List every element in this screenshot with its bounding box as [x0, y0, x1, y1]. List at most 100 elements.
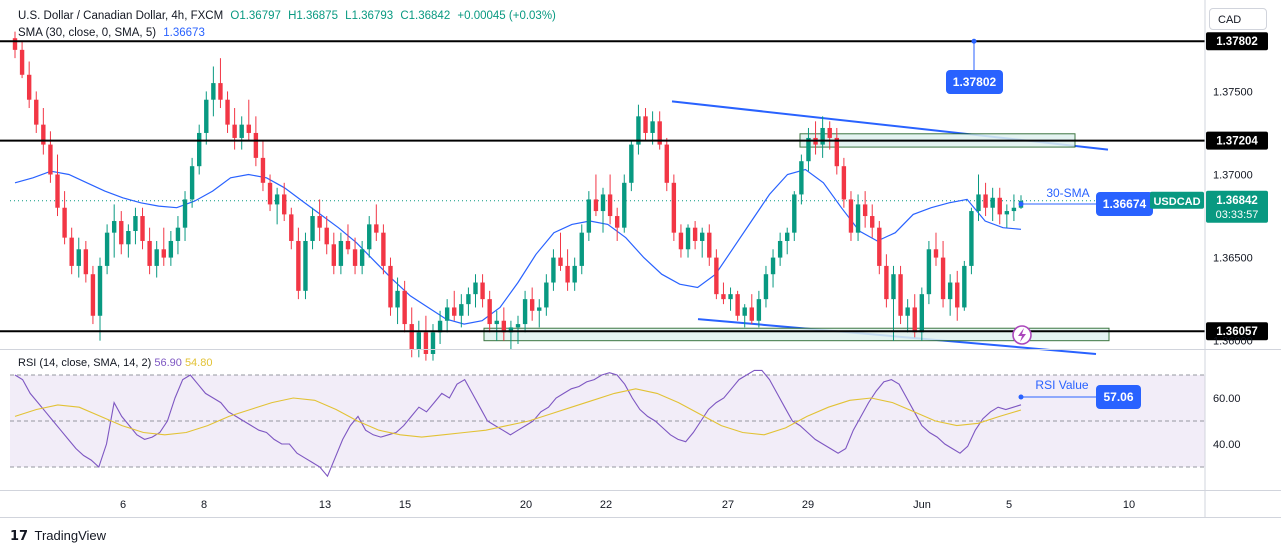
axis-layer: 1.37500 1.37000 1.36500 1.36000 6 8 13 15 20 22 27… — [0, 0, 1281, 518]
candle-body — [997, 197, 1002, 215]
low-value: L1.36793 — [345, 10, 394, 22]
sma-anchor-dot — [1018, 201, 1024, 207]
candle-body — [501, 320, 507, 333]
close-value: C1.36842 — [400, 10, 451, 22]
candle-body — [104, 232, 110, 266]
sma-legend[interactable]: SMA (30, close, 0, SMA, 5) 1.36673 — [18, 27, 209, 39]
sma-annotation-label: 30-SMA — [1046, 186, 1089, 200]
level-layer: 1.37802 1.37204 1.36057 — [0, 32, 1268, 341]
candle-body — [480, 282, 485, 300]
candle-body — [246, 124, 251, 133]
candle-body — [381, 232, 386, 266]
candle-body — [862, 204, 868, 217]
candle-body — [537, 307, 542, 311]
candle-body — [211, 83, 216, 100]
candle-body — [12, 38, 18, 50]
candle-body — [962, 265, 967, 308]
candle-body — [983, 194, 988, 208]
candle-body — [444, 307, 450, 321]
time-tick-label: 27 — [722, 499, 734, 511]
candle-body — [62, 207, 67, 238]
level-price-label: 1.36057 — [1216, 326, 1258, 338]
candle-body — [232, 124, 237, 138]
candle-body — [119, 221, 124, 245]
candle-body — [161, 249, 166, 258]
candle-body — [721, 294, 726, 300]
candle-body — [154, 249, 159, 266]
candle-body — [714, 257, 719, 295]
candle-body — [657, 121, 662, 145]
candle-body — [700, 232, 705, 241]
candle-body — [770, 257, 776, 275]
candle-body — [416, 332, 422, 349]
candle-body — [933, 249, 939, 258]
sma-legend-label: SMA (30, close, 0, SMA, 5) — [18, 27, 157, 39]
candle-body — [820, 127, 825, 145]
candle-body — [452, 307, 457, 316]
candle-body — [1004, 211, 1010, 215]
rsi-legend-value: 56.90 — [154, 357, 182, 369]
candle-body — [147, 240, 152, 266]
candle-body — [558, 257, 563, 266]
price-tick-label: 1.36000 — [1213, 336, 1253, 348]
candle-body — [494, 320, 499, 325]
candle-body — [579, 232, 584, 266]
candle-body — [225, 99, 230, 125]
level-price-label: 1.37204 — [1216, 136, 1258, 148]
candle-body — [593, 199, 599, 212]
candle-body — [352, 249, 358, 266]
candle-body — [48, 144, 53, 175]
candle-body — [296, 240, 301, 291]
candle-body — [76, 249, 81, 266]
candle-body — [749, 307, 754, 321]
time-tick-label: 8 — [201, 499, 207, 511]
candle-body — [834, 137, 839, 167]
level-price-label: 1.37802 — [1216, 36, 1258, 48]
symbol-tag — [1150, 191, 1204, 209]
candle-body — [905, 307, 910, 316]
rsi-legend[interactable]: RSI (14, close, SMA, 14, 2) 56.90 54.80 — [18, 357, 212, 369]
candle-body — [799, 161, 804, 195]
sma-legend-value: 1.36673 — [163, 27, 205, 39]
candle-body — [508, 327, 514, 333]
time-tick-label: Jun — [913, 499, 931, 511]
level-price-tag — [1206, 32, 1268, 51]
candle-body — [26, 74, 32, 100]
time-tick-label: 13 — [319, 499, 331, 511]
candle-body — [367, 224, 372, 250]
rsi-line — [14, 369, 1022, 478]
candle-body — [69, 237, 74, 266]
tradingview-footer[interactable]: 17 TradingView — [10, 528, 106, 544]
sma-layer — [14, 168, 1022, 325]
candle-body — [97, 265, 103, 316]
candle-body — [990, 197, 995, 208]
candle-body — [423, 332, 429, 354]
sma-30-line — [14, 168, 1022, 325]
candle-body — [331, 244, 336, 266]
candle-body — [735, 294, 740, 316]
currency-button[interactable]: CAD — [1209, 8, 1267, 30]
label-layer: 1.37802 30-SMA 1.36674 RSI Value 57.06 USDCAD… — [946, 38, 1268, 409]
candle-body — [884, 265, 889, 300]
candle-body — [289, 214, 294, 241]
candle-body — [168, 240, 174, 258]
tradingview-brand: TradingView — [34, 528, 107, 543]
candle-body — [622, 182, 627, 228]
candle-body — [572, 265, 577, 283]
candle-body — [111, 221, 117, 233]
rsi-sma-line — [14, 388, 1022, 438]
candle-body — [19, 49, 25, 75]
candle-body — [976, 194, 981, 212]
candle-body — [827, 127, 832, 138]
candle-body — [607, 194, 613, 217]
candle-body — [643, 116, 648, 133]
callout-text-rsi: 57.06 — [1103, 390, 1133, 404]
candle-body — [41, 124, 46, 145]
candle-body — [707, 232, 712, 258]
rsi-layer — [14, 369, 1022, 478]
candle-body — [940, 257, 946, 300]
candle-body — [919, 294, 925, 333]
candle-body — [466, 294, 471, 305]
symbol-title: U.S. Dollar / Canadian Dollar, 4h, FXCM — [18, 10, 224, 22]
time-tick-label: 29 — [802, 499, 814, 511]
